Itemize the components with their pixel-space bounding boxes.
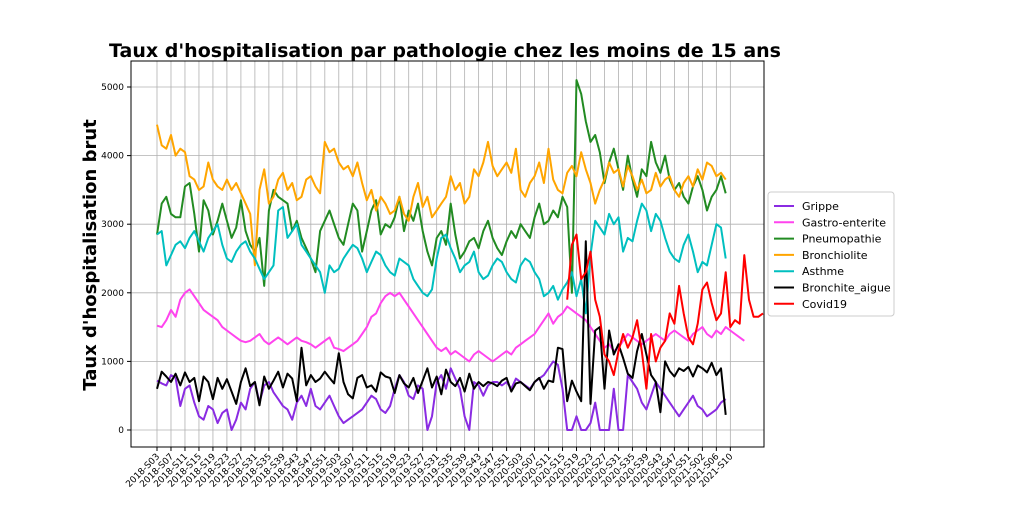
x-ticks: 2018-S032018-S072018-S112018-S152018-S19… <box>124 447 736 490</box>
legend-entry: Covid19 <box>802 298 847 311</box>
y-ticks: 0 1000 2000 3000 4000 5000 <box>101 83 131 436</box>
series-line-asthme <box>156 202 727 315</box>
y-tick-label: 4000 <box>101 152 124 162</box>
plot-frame <box>130 60 765 448</box>
series-line-grippe <box>156 360 727 431</box>
series-line-gastro-enterite <box>156 288 745 363</box>
y-tick-label: 3000 <box>101 220 124 230</box>
y-tick-label: 2000 <box>101 289 124 299</box>
legend-entry: Grippe <box>802 200 839 213</box>
series-layer <box>156 79 764 431</box>
series-line-bronchite-aigue <box>156 240 727 416</box>
legend: Grippe Gastro-enterite Pneumopathie Bronchi… <box>767 191 895 317</box>
legend-entry: Gastro-enterite <box>802 216 886 229</box>
y-tick-label: 5000 <box>101 83 124 93</box>
y-tick-label: 1000 <box>101 357 124 367</box>
y-axis-label: Taux d'hospitalisation brut <box>80 119 101 391</box>
legend-entry: Bronchiolite <box>802 249 868 262</box>
legend-entry: Bronchite_aigue <box>802 282 891 295</box>
legend-box <box>767 191 895 317</box>
legend-entry: Pneumopathie <box>802 233 882 246</box>
y-tick-label: 0 <box>118 426 124 436</box>
chart-title: Taux d'hospitalisation par pathologie ch… <box>109 40 781 62</box>
series-line-bronchiolite <box>156 124 727 267</box>
series-line-pneumopathie <box>156 79 727 294</box>
legend-entry: Asthme <box>802 265 844 278</box>
series-line-covid19 <box>566 233 764 390</box>
